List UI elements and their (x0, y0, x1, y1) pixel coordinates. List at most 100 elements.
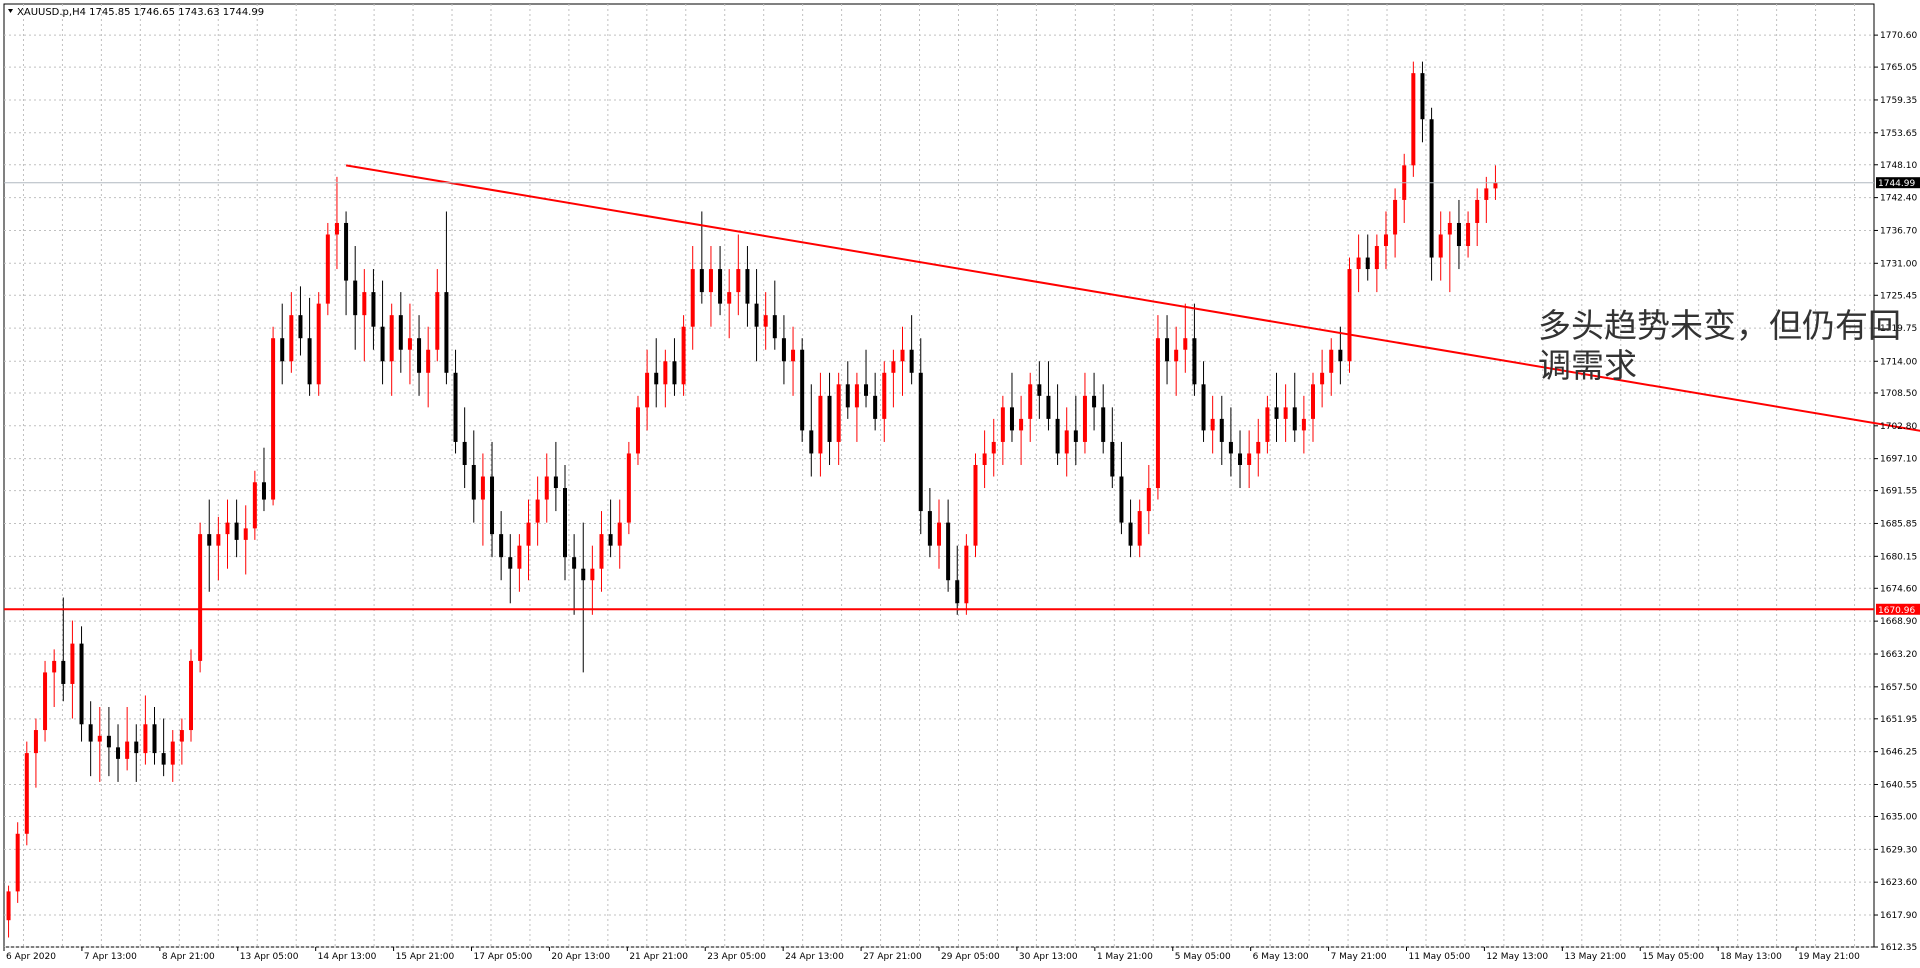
candle (116, 724, 121, 782)
x-tick-label: 18 May 13:00 (1720, 952, 1782, 962)
candle-body (845, 384, 850, 408)
candle (745, 246, 750, 327)
candle-body (33, 730, 38, 754)
candle (681, 315, 686, 396)
candle-body (563, 488, 567, 558)
candle (70, 620, 75, 719)
x-tick-label: 15 Apr 21:00 (396, 952, 455, 962)
plot-frame (3, 3, 1875, 948)
candle (1447, 211, 1452, 293)
candle-body (435, 292, 440, 350)
candle (982, 430, 987, 489)
candle-body (1456, 222, 1461, 247)
candle (307, 297, 312, 396)
candle-body (1438, 234, 1443, 258)
candle (964, 534, 969, 615)
candle (654, 338, 659, 408)
candle (426, 326, 431, 408)
candle-body (854, 384, 859, 408)
candle-body (471, 464, 476, 500)
candle-body (553, 476, 558, 489)
candle (161, 718, 166, 777)
candle-body (800, 349, 805, 431)
candle (33, 718, 38, 788)
candle-body (1073, 430, 1078, 442)
candle-body (61, 660, 66, 684)
candle-body (1447, 222, 1452, 235)
y-tick-label: 1719.75 (1880, 324, 1917, 334)
candle (1110, 407, 1115, 489)
y-tick-label: 1668.90 (1880, 617, 1917, 627)
x-tick-label: 7 May 21:00 (1331, 952, 1387, 962)
candle-body (453, 372, 458, 442)
candle-body (1393, 199, 1398, 235)
candle (617, 499, 622, 569)
candle (198, 522, 203, 673)
symbol-info: XAUUSD.p,H4 1745.85 1746.65 1743.63 1744… (17, 7, 264, 18)
x-tick-label: 30 Apr 13:00 (1019, 952, 1078, 962)
candle-body (125, 741, 130, 759)
candle-body (873, 395, 878, 419)
svg-text:1744.99: 1744.99 (1878, 179, 1915, 189)
candle-body (1219, 418, 1224, 442)
candle-body (362, 292, 367, 316)
candle (289, 292, 294, 373)
candle (1456, 199, 1461, 270)
candle (772, 280, 777, 350)
candle (1037, 361, 1042, 419)
candle-body (1411, 73, 1416, 166)
candle (280, 303, 285, 385)
candle (234, 499, 239, 558)
chart-grid (3, 3, 1875, 948)
candle-body (70, 643, 75, 684)
candle-body (955, 580, 960, 604)
candle-body (946, 522, 951, 581)
x-tick-label: 20 Apr 13:00 (551, 952, 610, 962)
y-tick-label: 1708.50 (1880, 389, 1917, 399)
candle-body (1119, 476, 1124, 523)
candle (1484, 176, 1489, 223)
svg-text:1670.96: 1670.96 (1878, 606, 1915, 616)
candle (152, 707, 157, 765)
y-tick-label: 1691.55 (1880, 487, 1917, 497)
candle (672, 338, 677, 396)
candle (1256, 418, 1261, 477)
candle (544, 453, 549, 523)
y-tick-label: 1640.55 (1880, 781, 1917, 791)
candle-body (699, 269, 704, 293)
candle (809, 384, 814, 477)
x-tick-label: 17 Apr 05:00 (474, 952, 533, 962)
candle-body (407, 338, 412, 350)
candle-body (334, 222, 339, 235)
x-tick-label: 29 Apr 05:00 (941, 952, 1000, 962)
candle-body (1064, 430, 1069, 454)
candle-body (243, 528, 248, 540)
candle-body (1092, 395, 1097, 408)
candle-body (864, 384, 869, 396)
candle (170, 730, 175, 782)
descending-trendline[interactable] (345, 164, 1920, 505)
candle (371, 269, 376, 350)
candle (1338, 326, 1343, 385)
candle (854, 372, 859, 442)
candle-body (754, 303, 759, 327)
candle-body (389, 315, 394, 362)
candle (599, 511, 604, 592)
candle (1183, 303, 1188, 373)
candle (1292, 372, 1297, 442)
chart-header: XAUUSD.p,H4 1745.85 1746.65 1743.63 1744… (8, 7, 264, 18)
candle (444, 211, 449, 385)
candle-body (261, 482, 266, 500)
candle-body (909, 349, 914, 373)
candle (1000, 395, 1005, 465)
triangle-down-icon[interactable] (8, 9, 13, 13)
candle-body (344, 222, 349, 281)
candle (553, 441, 558, 512)
candle-body (234, 522, 239, 540)
candle (1383, 211, 1388, 270)
y-tick-label: 1663.20 (1880, 650, 1917, 660)
candle (1429, 107, 1434, 281)
candle (106, 707, 111, 777)
candle-body (681, 326, 686, 385)
